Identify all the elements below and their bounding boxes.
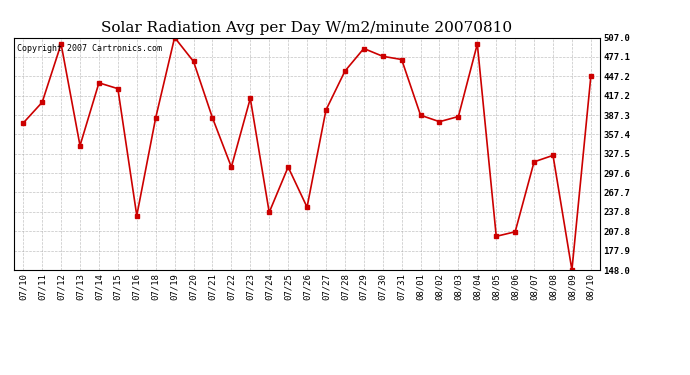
Title: Solar Radiation Avg per Day W/m2/minute 20070810: Solar Radiation Avg per Day W/m2/minute … xyxy=(101,21,513,35)
Text: Copyright 2007 Cartronics.com: Copyright 2007 Cartronics.com xyxy=(17,45,161,54)
